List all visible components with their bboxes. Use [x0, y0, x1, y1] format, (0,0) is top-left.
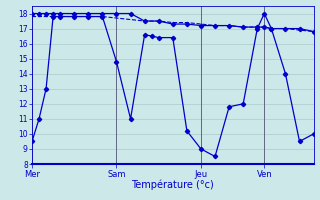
X-axis label: Température (°c): Température (°c): [132, 180, 214, 190]
